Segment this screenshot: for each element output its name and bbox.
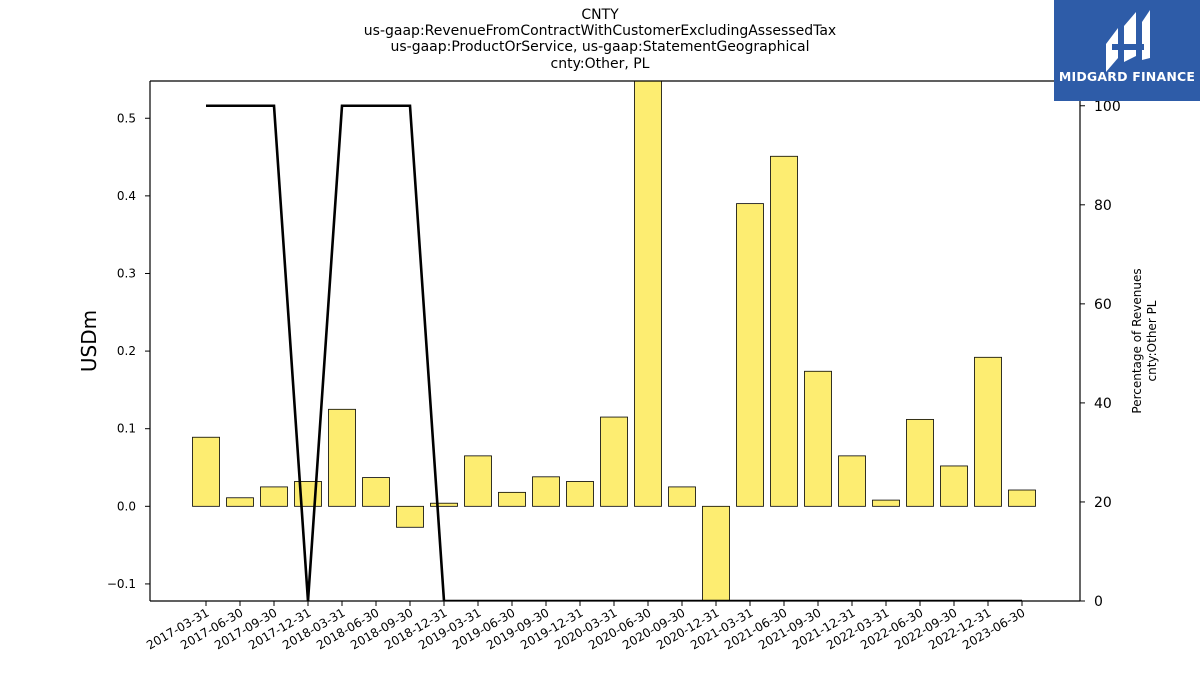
bar [668,486,696,507]
chart-title-line-4: cnty:Other, PL [550,56,650,72]
bar [940,465,968,507]
bar [362,477,390,507]
bar [566,481,594,507]
bar [396,505,424,528]
bar [974,356,1002,507]
bar [770,155,798,507]
bar [600,416,628,507]
bar [260,486,288,507]
y-right-axis-label-line-1: Percentage of Revenues [1130,268,1144,413]
y-axis-label: USDm [77,310,101,372]
y-tick-label: −0.1 [107,577,136,591]
y-tick-label: 0.1 [117,422,136,436]
bar [906,418,934,507]
logo-text: MIDGARD FINANCE [1058,69,1196,84]
y-tick-label: 0.5 [117,111,136,125]
chart-title-line-3: us-gaap:ProductOrService, us-gaap:Statem… [390,39,810,55]
bar [1008,489,1036,507]
y-tick-label: 0.2 [117,344,136,358]
y-right-axis-label-line-2: cnty:Other PL [1145,300,1159,381]
bar [532,476,560,507]
chart-title-line-2: us-gaap:RevenueFromContractWithCustomerE… [363,23,837,39]
midgard-finance-logo: MIDGARD FINANCE [1054,0,1200,101]
y-right-tick-label: 0 [1094,594,1103,610]
y-right-tick-label: 40 [1094,396,1112,412]
y-right-tick-label: 100 [1094,99,1121,115]
bar [872,499,900,507]
y-tick-label: 0.3 [117,266,136,280]
chart-title-line-1: CNTY [581,7,619,23]
y-right-tick-label: 60 [1094,297,1112,313]
bar [226,497,254,507]
bar [464,455,492,507]
bar [192,436,220,507]
midgard-logo-icon [1106,10,1150,72]
y-right-tick-label: 80 [1094,198,1112,214]
bar [634,81,662,507]
bar [804,370,832,507]
bar [498,491,526,507]
bar [702,505,730,601]
bar [294,481,322,507]
y-tick-label: 0.0 [117,499,136,513]
y-tick-label: 0.4 [117,189,136,203]
bar [328,408,356,507]
percentage-line [206,104,1022,601]
y-right-tick-label: 20 [1094,495,1112,511]
bar [430,502,458,507]
bar [736,203,764,507]
bar [838,455,866,507]
